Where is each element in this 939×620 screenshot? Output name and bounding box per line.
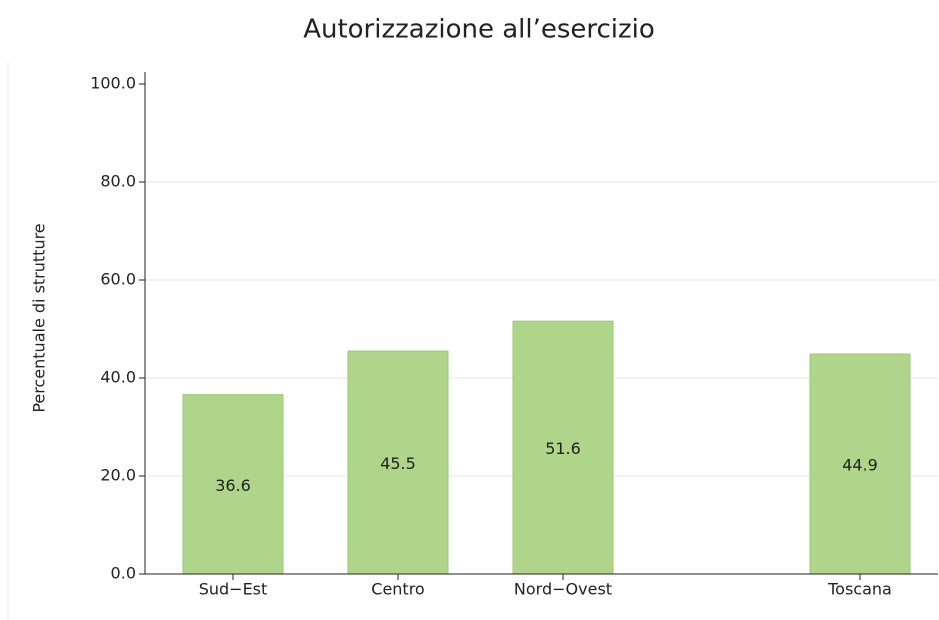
x-tick-label: Centro (371, 580, 424, 599)
y-tick-label: 80.0 (100, 172, 136, 191)
bar (347, 350, 449, 575)
y-tick-label: 0.0 (111, 564, 136, 583)
y-tick-label: 40.0 (100, 368, 136, 387)
value-label: 51.6 (545, 439, 581, 458)
chart-title: Autorizzazione all’esercizio (303, 15, 655, 45)
y-tick-label: 60.0 (100, 270, 136, 289)
bar (182, 394, 284, 575)
value-label: 45.5 (380, 454, 416, 473)
bar (809, 353, 911, 575)
y-tick-label: 20.0 (100, 466, 136, 485)
x-tick-label: Nord−Ovest (514, 580, 612, 599)
x-tick-label: Sud−Est (199, 580, 268, 599)
x-tick-label: Toscana (827, 580, 892, 599)
y-axis-label: Percentuale di strutture (30, 223, 49, 412)
value-label: 36.6 (215, 476, 251, 495)
value-label: 44.9 (842, 455, 878, 474)
bar (512, 320, 614, 575)
y-tick-label: 100.0 (90, 74, 136, 93)
